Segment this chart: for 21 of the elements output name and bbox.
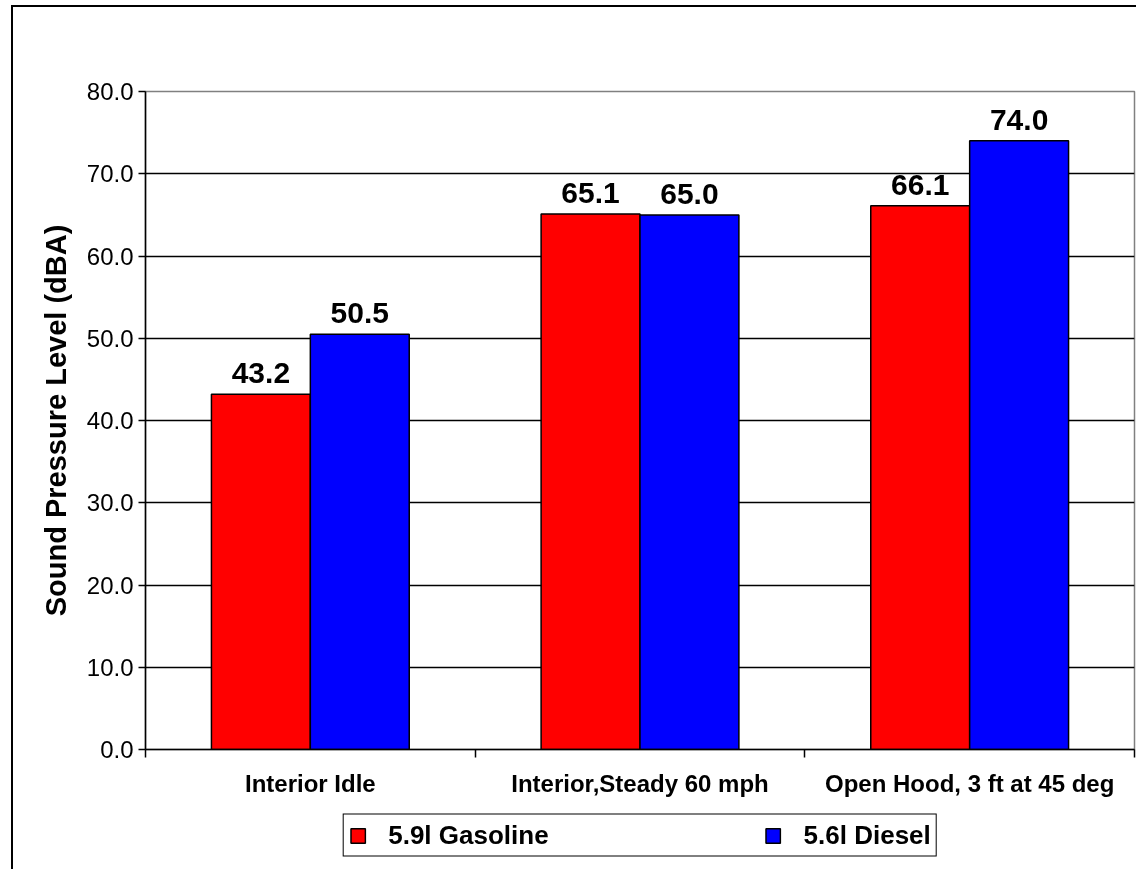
- x-tick-label: Interior Idle: [244, 769, 376, 797]
- y-tick-label: 10.0: [86, 653, 134, 681]
- y-tick-label: 20.0: [86, 571, 134, 599]
- data-label: 65.0: [660, 176, 719, 210]
- y-tick-label: 80.0: [86, 78, 134, 105]
- data-label: 65.1: [561, 176, 620, 210]
- y-tick-label: 50.0: [86, 324, 134, 352]
- x-tick-label: Open Hood, 3 ft at 45 deg: [824, 769, 1115, 797]
- y-tick-label: 70.0: [86, 160, 134, 188]
- data-label: 66.1: [891, 167, 950, 201]
- data-label: 74.0: [989, 102, 1049, 136]
- data-label: 50.5: [330, 296, 389, 330]
- y-tick-label: 60.0: [86, 242, 134, 270]
- y-tick-label: 30.0: [86, 489, 134, 517]
- data-label: 43.2: [231, 356, 291, 390]
- y-axis-title: Sound Pressure Level (dBA): [39, 224, 72, 617]
- legend-label: 5.6l Diesel: [803, 819, 931, 851]
- legend-label: 5.9l Gasoline: [388, 819, 549, 851]
- y-tick-label: 40.0: [86, 407, 134, 434]
- x-tick-label: Interior,Steady 60 mph: [511, 769, 769, 797]
- y-tick-label: 0.0: [100, 736, 134, 763]
